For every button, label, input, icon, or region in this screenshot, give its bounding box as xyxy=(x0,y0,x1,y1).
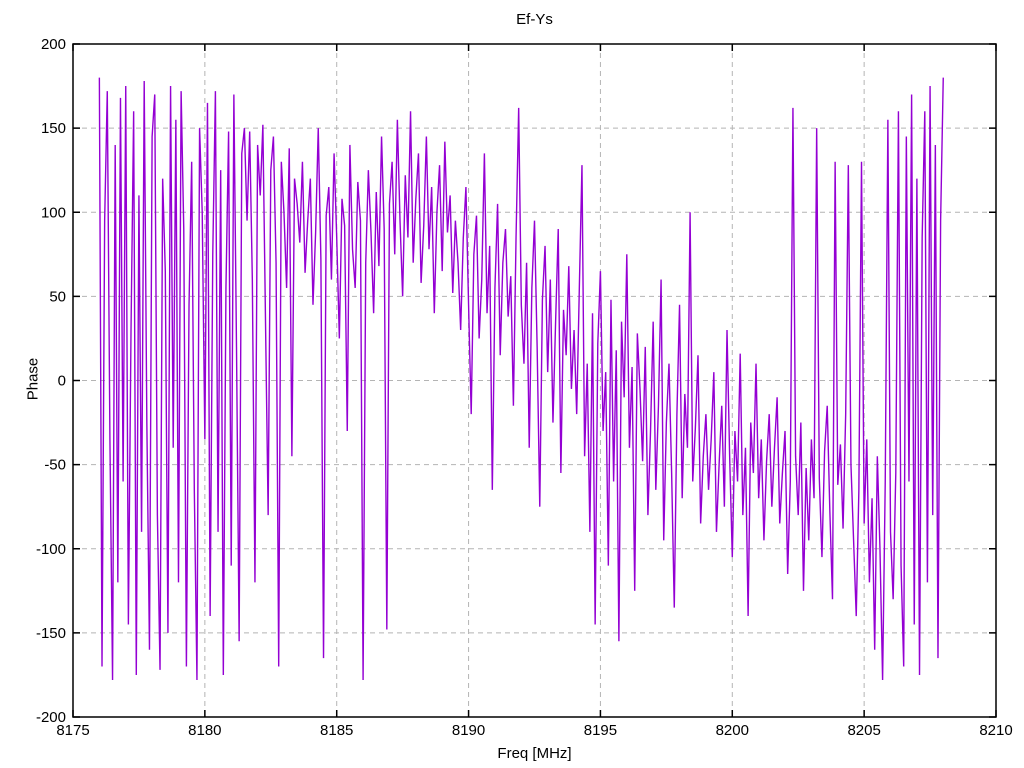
x-tick-labels: 8175 8180 8185 8190 8195 8200 8205 8210 xyxy=(56,722,1012,739)
x-tick-label: 8185 xyxy=(320,722,353,739)
y-tick-label: 100 xyxy=(41,204,66,221)
x-tick-label: 8210 xyxy=(979,722,1012,739)
x-tick-label: 8205 xyxy=(847,722,880,739)
y-tick-label: 200 xyxy=(41,36,66,53)
x-tick-label: 8190 xyxy=(452,722,485,739)
y-tick-label: 150 xyxy=(41,120,66,137)
phase-trace xyxy=(98,77,944,681)
data-line xyxy=(98,77,944,681)
y-tick-labels: -200 -150 -100 -50 0 50 100 150 200 xyxy=(36,36,66,726)
x-axis-label: Freq [MHz] xyxy=(497,745,572,762)
y-tick-label: -200 xyxy=(36,709,66,726)
x-tick-label: 8200 xyxy=(716,722,749,739)
y-tick-label: -100 xyxy=(36,541,66,558)
y-tick-label: 0 xyxy=(58,373,66,390)
x-tick-label: 8175 xyxy=(56,722,89,739)
y-tick-label: -150 xyxy=(36,625,66,642)
y-tick-label: 50 xyxy=(49,288,66,305)
y-tick-label: -50 xyxy=(44,457,66,474)
chart-title: Ef-Ys xyxy=(516,11,553,28)
x-tick-label: 8195 xyxy=(584,722,617,739)
x-tick-label: 8180 xyxy=(188,722,221,739)
y-axis-label: Phase xyxy=(24,357,42,401)
axis-border-and-ticks xyxy=(72,43,997,718)
